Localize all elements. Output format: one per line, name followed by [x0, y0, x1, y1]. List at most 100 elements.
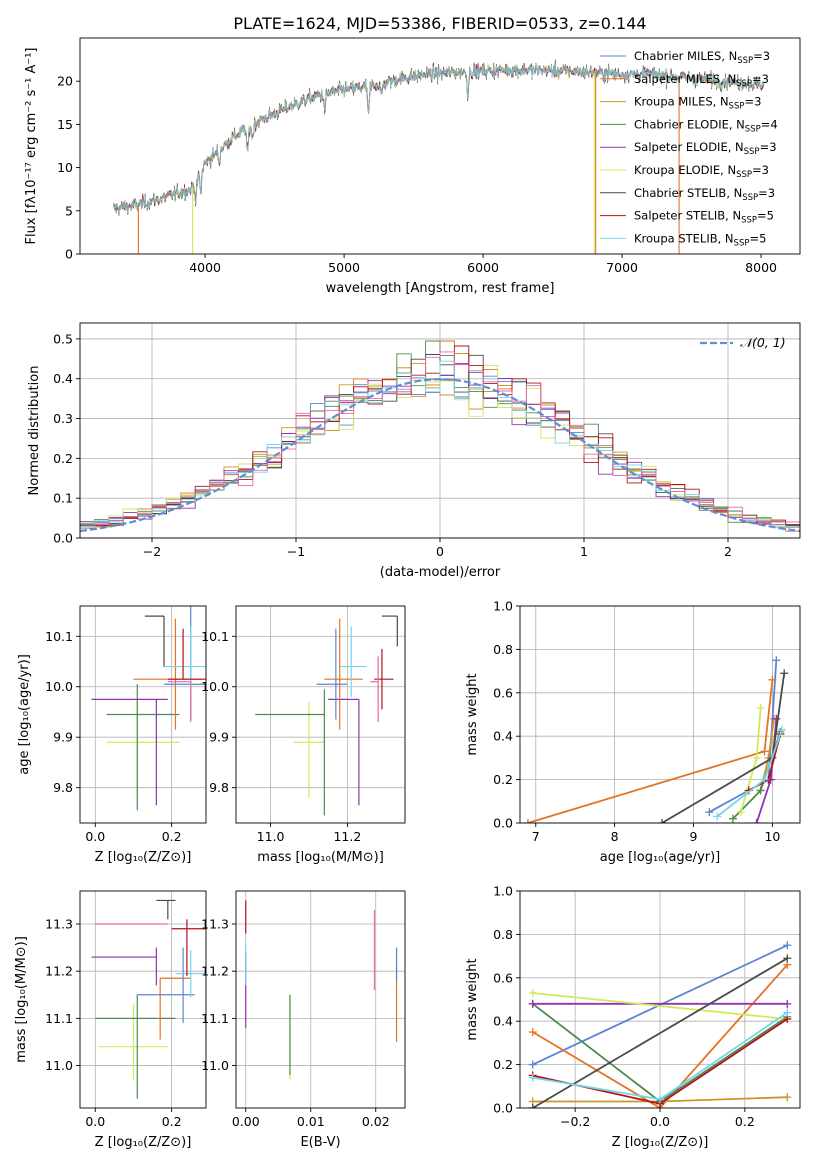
spectrum-x-axis-label: wavelength [Angstrom, rest frame]: [326, 281, 555, 296]
y-tick-label: 20: [57, 74, 73, 89]
residuals-x-axis-label: (data-model)/error: [380, 565, 501, 580]
y-tick-label: 0.3: [53, 411, 73, 426]
y-tick-label: 9.8: [209, 780, 229, 795]
y-tick-label: 9.9: [53, 730, 73, 745]
errorbar: [328, 698, 360, 806]
data-point-6-0: [528, 1104, 537, 1108]
legend-label: Salpeter MILES, NSSP=3: [634, 72, 769, 89]
mass-weight-vs-z-panel: −0.2 0.0 0.2 0.0 0.2 0.4 0.6 0.8 1.0 Z [log₁₀(Z/Z…: [465, 884, 801, 1150]
data-point-1-0: [528, 1028, 537, 1037]
errorbar: [255, 689, 325, 816]
mass-vs-EBV-axes-frame: [235, 890, 406, 1109]
errorbar: [95, 994, 176, 1099]
errorbar: [133, 618, 203, 730]
legend-label: Chabrier STELIB, NSSP=3: [634, 186, 775, 203]
y-tick-label: 0.8: [493, 642, 513, 657]
x-tick-label: 0.02: [362, 1114, 390, 1129]
y-tick-label: 0.4: [493, 729, 513, 744]
y-tick-label: 11.1: [201, 1011, 229, 1026]
x-tick-label: 0.0: [85, 829, 105, 844]
y-tick-label: 11.3: [201, 917, 229, 932]
errorbar: [91, 947, 157, 986]
x-tick-label: −1: [287, 544, 305, 559]
y-tick-label: 1.0: [493, 884, 513, 899]
mass-weight-vs-age-y-axis-label: mass weight: [465, 673, 480, 755]
y-tick-label: 11.3: [45, 917, 73, 932]
data-point-5-1: [752, 753, 761, 762]
age-vs-Z-x-axis-label: Z [log₁₀(Z/Z⊙)]: [95, 850, 192, 865]
x-tick-label: 7000: [606, 260, 638, 275]
y-tick-label: 0.2: [493, 772, 513, 787]
errorbar: [91, 698, 168, 806]
age-vs-mass-panel: 11.0 11.2 9.8 9.9 10.0 10.1 mass [log₁₀(M/M⊙)]: [201, 605, 406, 865]
legend-label: Chabrier ELODIE, NSSP=4: [634, 117, 778, 134]
mass-weight-vs-age-axes-frame: [519, 605, 801, 824]
errorbar: [159, 977, 191, 1040]
gaussian-curve: [80, 378, 800, 533]
age-vs-mass-axes-frame: [235, 605, 406, 824]
residuals-y-axis-label: Normed distribution: [27, 366, 42, 496]
y-tick-label: 10.0: [45, 679, 73, 694]
x-tick-label: 11.2: [333, 829, 361, 844]
errorbar: [316, 628, 348, 720]
errorbar: [175, 949, 206, 998]
mass-vs-z-panel: 0.0 0.2 11.0 11.1 11.2 11.3 Z [log₁₀(Z/Z⊙)] mas…: [14, 890, 207, 1150]
y-tick-label: 0.5: [53, 331, 73, 346]
x-tick-label: 2: [724, 544, 732, 559]
mass-weight-vs-Z-x-axis-label: Z [log₁₀(Z/Z⊙)]: [612, 1135, 709, 1150]
data-point-0-0: [528, 1060, 537, 1069]
y-tick-label: 11.2: [201, 964, 229, 979]
x-tick-label: 6000: [467, 260, 499, 275]
errorbar: [293, 701, 325, 798]
data-point-0-2: [772, 656, 781, 665]
data-point-2-2: [783, 1093, 792, 1102]
errorbar: [381, 615, 398, 647]
age-vs-mass-x-axis-label: mass [log₁₀(M/M⊙)]: [257, 850, 384, 865]
data-point-6-2: [780, 669, 789, 678]
data-point-8-0: [528, 1073, 537, 1082]
data-point-0-0: [705, 808, 714, 817]
data-point-0-1: [783, 941, 792, 950]
residuals-panel: −2 −1 0 1 2 0.0 0.1 0.2 0.3 0.4 0.5 (data-model)/er…: [27, 322, 801, 580]
y-tick-label: 5: [65, 203, 73, 218]
y-tick-label: 0.0: [493, 816, 513, 831]
errorbar: [99, 1004, 168, 1080]
y-tick-label: 0.2: [493, 1057, 513, 1072]
mass-weight-vs-Z-y-axis-label: mass weight: [465, 958, 480, 1040]
data-point-4-0: [752, 819, 761, 823]
data-point-8-2: [777, 725, 786, 734]
y-tick-label: 1.0: [493, 599, 513, 614]
data-point-4-1: [783, 999, 792, 1008]
x-tick-label: 0.01: [297, 1114, 325, 1129]
age-vs-z-panel: 0.0 0.2 9.8 9.9 10.0 10.1 Z [log₁₀(Z/Z⊙)] age […: [17, 605, 207, 865]
spectrum-plot-area: [113, 59, 765, 254]
data-point-3-1: [756, 786, 765, 795]
y-tick-label: 9.8: [53, 780, 73, 795]
y-tick-label: 9.9: [209, 730, 229, 745]
y-tick-label: 10.1: [201, 629, 229, 644]
x-tick-label: 4000: [189, 260, 221, 275]
legend-label: Kroupa ELODIE, NSSP=3: [634, 163, 769, 180]
x-tick-label: 7: [532, 829, 540, 844]
errorbar: [156, 899, 176, 920]
spectrum-series-8: [113, 62, 765, 214]
data-point-1-0: [523, 819, 532, 823]
legend-label: Chabrier MILES, NSSP=3: [634, 49, 770, 66]
mass-weight-series-6: [661, 673, 786, 823]
data-point-8-1: [760, 775, 769, 784]
x-tick-label: 0.00: [232, 1114, 260, 1129]
residuals-plot-area: [80, 340, 800, 538]
y-tick-label: 10.1: [45, 629, 73, 644]
data-point-5-2: [756, 703, 765, 712]
x-tick-label: 0.2: [162, 829, 182, 844]
mass-weight-series-1: [532, 964, 788, 1108]
legend-label: Salpeter ELODIE, NSSP=3: [634, 140, 777, 157]
mass-vs-Z-y-axis-label: mass [log₁₀(M/M⊙)]: [14, 936, 29, 1063]
data-point-4-0: [528, 999, 537, 1008]
figure-title: PLATE=1624, MJD=53386, FIBERID=0533, z=0…: [233, 14, 646, 33]
x-tick-label: 11.0: [257, 829, 285, 844]
age-vs-Z-y-axis-label: age [log₁₀(age/yr)]: [17, 654, 32, 775]
errorbar: [324, 618, 363, 730]
y-tick-label: 0.4: [493, 1014, 513, 1029]
data-point-1-1: [760, 747, 769, 756]
